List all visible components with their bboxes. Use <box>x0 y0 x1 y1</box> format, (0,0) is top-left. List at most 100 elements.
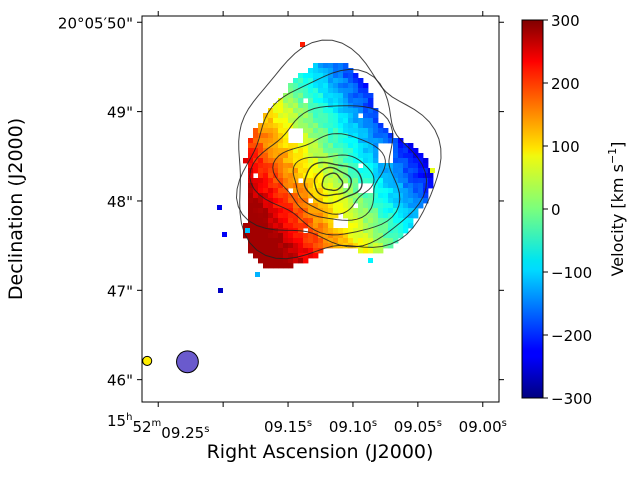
velocity-pixel <box>248 238 254 244</box>
velocity-pixel <box>373 153 379 159</box>
velocity-pixel <box>273 168 279 174</box>
x-tick-label-part: s <box>204 424 209 435</box>
velocity-pixel <box>368 193 374 199</box>
velocity-pixel <box>278 98 284 104</box>
velocity-pixel <box>338 78 344 84</box>
velocity-pixel <box>258 218 264 224</box>
velocity-pixel <box>358 133 364 139</box>
velocity-pixel <box>383 223 389 229</box>
velocity-pixel <box>258 208 264 214</box>
velocity-pixel <box>408 143 414 149</box>
velocity-pixel <box>273 108 279 114</box>
velocity-pixel <box>378 193 384 199</box>
velocity-pixel <box>293 168 299 174</box>
velocity-pixel <box>393 238 399 244</box>
velocity-pixel <box>303 148 309 154</box>
velocity-pixel <box>373 138 379 144</box>
velocity-pixel <box>343 208 349 214</box>
velocity-pixel <box>338 88 344 94</box>
velocity-pixel <box>363 218 369 224</box>
velocity-pixel <box>253 253 259 259</box>
velocity-pixel <box>313 63 319 69</box>
velocity-pixel <box>358 248 364 254</box>
velocity-pixel <box>393 168 399 174</box>
velocity-pixel <box>313 248 319 254</box>
velocity-pixel <box>288 233 294 239</box>
velocity-pixel <box>403 163 409 169</box>
velocity-pixel <box>248 228 254 234</box>
velocity-pixel <box>343 158 349 164</box>
velocity-pixel <box>373 178 379 184</box>
velocity-pixel <box>263 143 269 149</box>
velocity-pixel <box>288 88 294 94</box>
velocity-pixel <box>403 143 409 149</box>
velocity-pixel <box>298 143 304 149</box>
velocity-pixel <box>333 183 339 189</box>
velocity-pixel <box>222 232 227 237</box>
velocity-pixel <box>398 158 404 164</box>
velocity-pixel <box>258 133 264 139</box>
velocity-pixel <box>283 158 289 164</box>
velocity-pixel <box>278 183 284 189</box>
velocity-pixel <box>268 188 274 194</box>
velocity-pixel <box>403 188 409 194</box>
velocity-pixel <box>418 163 424 169</box>
velocity-pixel <box>333 108 339 114</box>
velocity-pixel <box>353 143 359 149</box>
velocity-pixel <box>358 168 364 174</box>
velocity-pixel <box>363 203 369 209</box>
velocity-pixel <box>273 253 279 259</box>
velocity-pixel <box>253 238 259 244</box>
velocity-pixel <box>268 228 274 234</box>
colorbar-title-main: Velocity [km s <box>608 164 627 276</box>
velocity-pixel <box>398 148 404 154</box>
velocity-pixel <box>393 153 399 159</box>
velocity-pixel <box>328 213 334 219</box>
velocity-pixel <box>353 228 359 234</box>
velocity-pixel <box>303 163 309 169</box>
velocity-pixel <box>283 253 289 259</box>
velocity-pixel <box>353 88 359 94</box>
velocity-pixel <box>408 213 414 219</box>
velocity-pixel <box>348 123 354 129</box>
velocity-pixel <box>348 68 354 74</box>
velocity-pixel <box>273 203 279 209</box>
velocity-pixel <box>278 238 284 244</box>
velocity-pixel <box>263 258 269 264</box>
velocity-pixel <box>348 188 354 194</box>
velocity-pixel <box>418 173 424 179</box>
velocity-pixel <box>308 163 314 169</box>
velocity-pixel <box>268 158 274 164</box>
velocity-pixel <box>338 98 344 104</box>
velocity-pixel <box>293 233 299 239</box>
velocity-pixel <box>398 168 404 174</box>
velocity-pixel <box>288 238 294 244</box>
velocity-pixel <box>358 138 364 144</box>
velocity-pixel <box>343 213 349 219</box>
velocity-pixel <box>393 203 399 209</box>
velocity-pixel <box>353 133 359 139</box>
velocity-pixel <box>258 148 264 154</box>
velocity-pixel <box>318 133 324 139</box>
velocity-pixel <box>368 138 374 144</box>
velocity-pixel <box>303 118 309 124</box>
velocity-pixel <box>313 168 319 174</box>
velocity-pixel <box>343 148 349 154</box>
velocity-pixel <box>303 183 309 189</box>
velocity-pixel <box>283 263 289 269</box>
velocity-pixel <box>323 68 329 74</box>
velocity-pixel <box>253 163 259 169</box>
velocity-pixel <box>303 238 309 244</box>
velocity-pixel <box>288 93 294 99</box>
velocity-pixel <box>318 203 324 209</box>
velocity-pixel <box>333 88 339 94</box>
velocity-pixel <box>343 133 349 139</box>
velocity-pixel <box>268 238 274 244</box>
velocity-pixel <box>308 243 314 249</box>
velocity-pixel <box>383 178 389 184</box>
velocity-pixel <box>333 233 339 239</box>
velocity-pixel <box>333 238 339 244</box>
velocity-pixel <box>363 148 369 154</box>
velocity-pixel <box>323 208 329 214</box>
velocity-pixel <box>273 248 279 254</box>
